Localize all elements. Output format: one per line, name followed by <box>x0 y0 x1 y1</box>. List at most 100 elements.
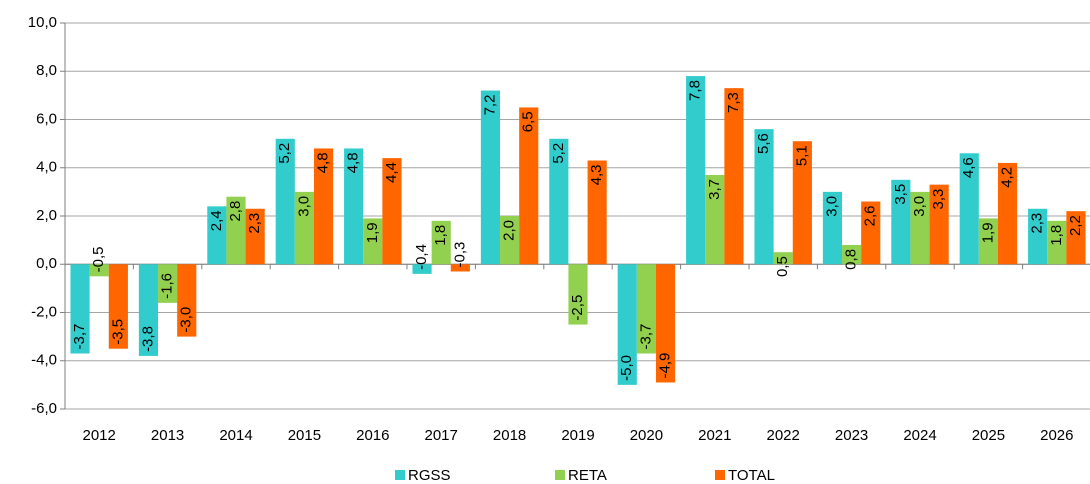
data-label: 3,3 <box>930 189 947 210</box>
data-label: 3,7 <box>706 179 723 200</box>
x-tick-label: 2015 <box>288 427 321 444</box>
data-label: -3,7 <box>637 324 654 350</box>
bar <box>363 218 383 265</box>
data-label: -2,5 <box>569 295 586 321</box>
bar <box>480 90 501 265</box>
data-label: -4,9 <box>657 353 674 379</box>
bar <box>70 264 90 354</box>
bar <box>1047 220 1067 265</box>
bar <box>822 191 843 265</box>
data-label: 4,8 <box>345 152 362 173</box>
bar <box>177 264 197 337</box>
bar <box>207 206 227 265</box>
bar <box>617 264 637 385</box>
x-tick-label: 2014 <box>219 427 252 444</box>
bar <box>910 191 930 265</box>
data-label: 5,2 <box>550 143 567 164</box>
data-label: 5,1 <box>793 145 810 166</box>
data-label: 2,6 <box>862 206 879 227</box>
legend-label: RETA <box>568 467 607 484</box>
bar <box>754 129 774 265</box>
x-tick-label: 2021 <box>698 427 731 444</box>
bar <box>724 88 744 265</box>
bar <box>158 264 178 303</box>
legend-swatch <box>555 470 565 480</box>
bar <box>1028 208 1048 265</box>
bar <box>519 107 539 265</box>
legend-swatch <box>715 470 725 480</box>
y-tick-label: -6,0 <box>31 400 57 417</box>
data-label: 7,3 <box>725 92 742 113</box>
bar <box>412 264 432 274</box>
x-tick-label: 2026 <box>1040 427 1073 444</box>
data-label: -5,0 <box>618 355 635 381</box>
bar <box>773 252 793 265</box>
data-label: 4,4 <box>383 162 400 183</box>
bar <box>450 264 470 272</box>
x-tick-label: 2019 <box>561 427 594 444</box>
data-label: 5,6 <box>755 133 772 154</box>
data-label: -3,0 <box>178 307 195 333</box>
data-label: 2,3 <box>1029 213 1046 234</box>
bar <box>382 158 402 265</box>
bar <box>705 174 725 265</box>
bar <box>138 264 159 356</box>
x-tick-label: 2024 <box>903 427 936 444</box>
bar <box>1066 211 1086 265</box>
data-label: -0,4 <box>413 244 430 270</box>
bar <box>997 162 1018 265</box>
x-tick-label: 2018 <box>493 427 526 444</box>
bar <box>568 264 588 325</box>
data-label: 7,8 <box>687 80 704 101</box>
y-tick-label: -4,0 <box>31 352 57 369</box>
x-tick-label: 2022 <box>767 427 800 444</box>
x-tick-label: 2017 <box>425 427 458 444</box>
data-label: 6,5 <box>520 111 537 132</box>
data-label: 3,0 <box>295 196 312 217</box>
data-label: 2,0 <box>501 220 518 241</box>
y-tick-label: 2,0 <box>36 207 57 224</box>
y-tick-label: -2,0 <box>31 303 57 320</box>
data-label: 1,8 <box>1048 225 1065 246</box>
data-label: 4,8 <box>315 152 332 173</box>
y-tick-label: 8,0 <box>36 62 57 79</box>
data-label: 0,5 <box>774 256 791 277</box>
x-tick-label: 2025 <box>972 427 1005 444</box>
bar <box>226 196 246 265</box>
x-tick-label: 2016 <box>356 427 389 444</box>
bar <box>861 201 881 265</box>
data-label: 7,2 <box>481 95 498 116</box>
data-label: 4,2 <box>999 167 1016 188</box>
y-tick-label: 0,0 <box>36 255 57 272</box>
data-label: 1,9 <box>979 222 996 243</box>
data-label: 1,8 <box>432 225 449 246</box>
data-label: 2,4 <box>208 210 225 231</box>
data-label: 2,3 <box>246 213 263 234</box>
legend-label: TOTAL <box>728 467 775 484</box>
bar <box>500 216 520 265</box>
bar <box>344 148 364 265</box>
data-label: -3,8 <box>139 326 156 352</box>
bar <box>842 244 862 265</box>
data-label: 5,2 <box>276 143 293 164</box>
data-label: 2,2 <box>1067 215 1084 236</box>
legend-swatch <box>395 470 405 480</box>
bar <box>587 160 607 265</box>
data-label: -0,3 <box>451 242 468 268</box>
bar <box>978 218 998 265</box>
y-tick-label: 10,0 <box>28 14 57 31</box>
bar <box>959 153 979 265</box>
y-tick-label: 6,0 <box>36 110 57 127</box>
data-label: -0,5 <box>90 246 107 272</box>
bar <box>275 138 295 265</box>
data-label: 1,9 <box>364 222 381 243</box>
bar <box>636 264 656 354</box>
x-tick-label: 2023 <box>835 427 868 444</box>
data-label: 2,8 <box>227 201 244 222</box>
x-tick-label: 2013 <box>151 427 184 444</box>
bar <box>245 208 265 265</box>
bar <box>89 264 109 277</box>
bar <box>549 138 569 265</box>
data-label: 3,0 <box>911 196 928 217</box>
data-label: -1,6 <box>159 273 176 299</box>
